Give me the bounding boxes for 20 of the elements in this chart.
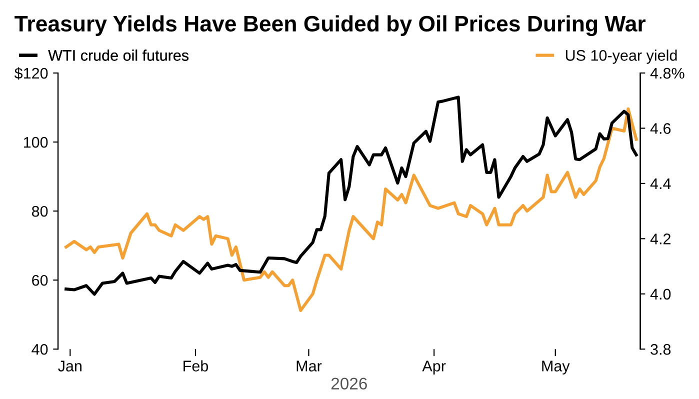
y-tick-label: 80 [32, 206, 48, 217]
y2-tick-label: 4.8% [650, 68, 684, 79]
x-tick-label: Jan [58, 360, 82, 372]
x-tick-label: Apr [422, 360, 446, 374]
y-tick-label: $120 [14, 67, 48, 80]
x-tick-label: Feb [184, 360, 208, 372]
y-tick-label: 40 [32, 344, 48, 355]
y-tick-label: 100 [24, 136, 48, 148]
y2-tick-label: 4.4 [650, 178, 671, 189]
y2-tick-label: 4.6 [650, 123, 671, 134]
legend-label: US 10-year yield [566, 50, 677, 64]
x-tick-label: May [542, 360, 570, 374]
y-tick-label: 60 [32, 274, 48, 286]
y2-tick-label: 3.8 [650, 344, 671, 355]
y2-tick-label: 4.0 [650, 288, 671, 300]
legend-label: WTI crude oil futures [48, 50, 188, 61]
y2-tick-label: 4.2 [650, 234, 670, 244]
x-axis-title: 2026 [331, 378, 367, 390]
x-tick-label: Mar [296, 360, 322, 372]
chart-title: Treasury Yields Have Been Guided by Oil Prices During War [14, 15, 646, 36]
